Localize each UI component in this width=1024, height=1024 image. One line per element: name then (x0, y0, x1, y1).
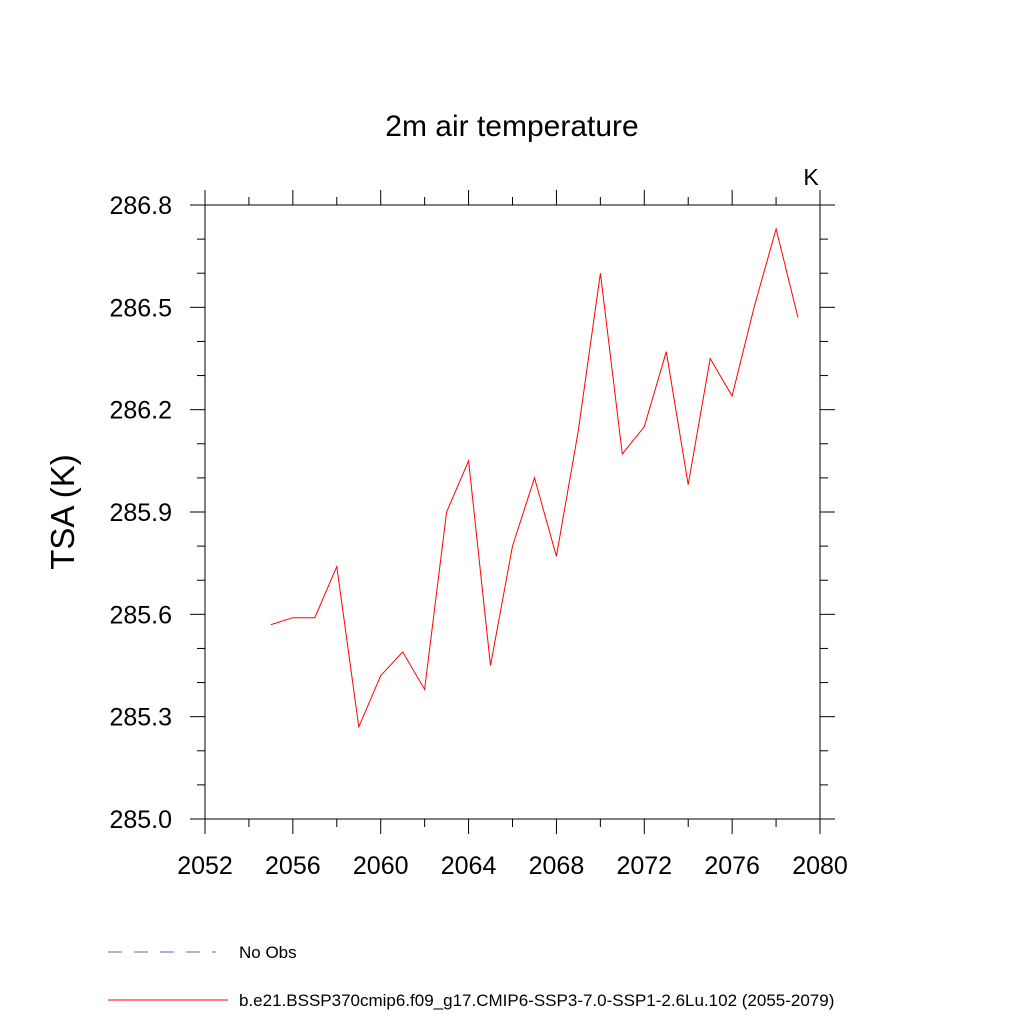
x-axis-ticks: 2052 2056 2060 2064 2068 2072 2076 2080 (177, 190, 848, 880)
y-tick-label: 285.0 (109, 806, 172, 834)
chart-title: 2m air temperature (385, 110, 638, 143)
y-tick-label: 285.3 (109, 704, 172, 732)
plot-frame (204, 204, 821, 820)
y-tick-label: 285.9 (109, 499, 172, 527)
x-tick-label: 2060 (353, 852, 409, 880)
x-tick-label: 2052 (177, 852, 233, 880)
x-tick-label: 2076 (704, 852, 760, 880)
x-tick-label: 2068 (529, 852, 585, 880)
y-tick-label: 286.8 (109, 192, 172, 220)
series-line-0 (270, 226, 799, 729)
legend-label-no-obs: No Obs (239, 943, 297, 962)
unit-label: K (803, 164, 819, 190)
legend-label-model-run: b.e21.BSSP370cmip6.f09_g17.CMIP6-SSP3-7.… (239, 991, 834, 1010)
series-layer (270, 226, 799, 729)
y-tick-label: 285.6 (109, 601, 172, 629)
legend: No Obs b.e21.BSSP370cmip6.f09_g17.CMIP6-… (108, 943, 834, 1010)
y-axis-ticks: 285.0 285.3 285.6 285.9 286.2 286.5 286.8 (109, 192, 835, 834)
x-tick-label: 2080 (792, 852, 848, 880)
y-tick-label: 286.5 (109, 294, 172, 322)
x-tick-label: 2064 (441, 852, 497, 880)
x-tick-label: 2072 (616, 852, 672, 880)
x-tick-label: 2056 (265, 852, 321, 880)
y-axis-label: TSA (K) (44, 454, 81, 570)
y-tick-label: 286.2 (109, 397, 172, 425)
